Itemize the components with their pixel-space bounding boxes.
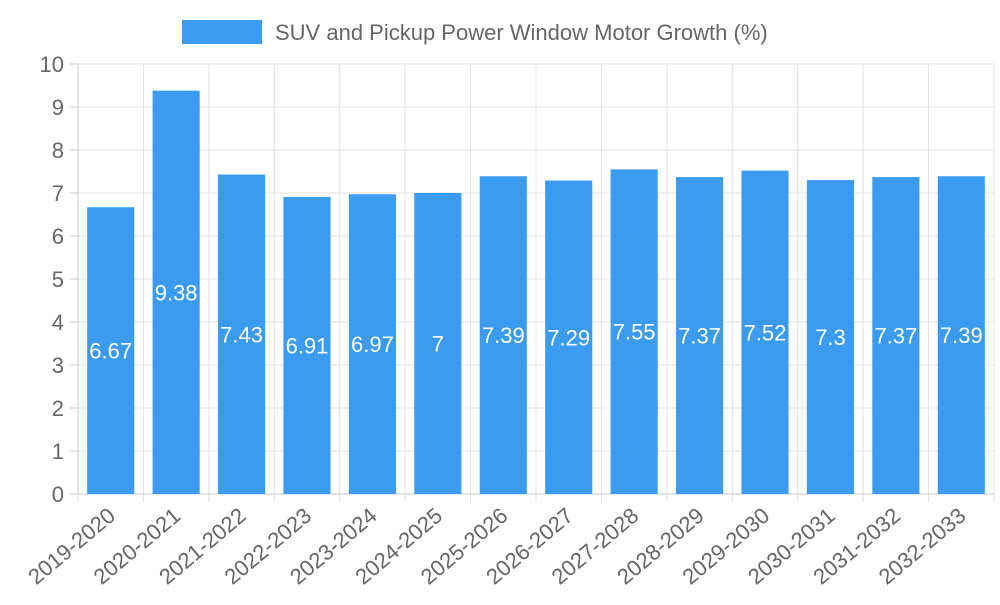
legend-label[interactable]: SUV and Pickup Power Window Motor Growth… (275, 20, 768, 45)
bar[interactable] (872, 177, 920, 494)
bar-value-label: 7.43 (220, 322, 263, 347)
bar-value-label: 7.39 (940, 323, 983, 348)
bar[interactable] (218, 174, 266, 494)
y-tick-label: 4 (52, 310, 64, 335)
y-tick-label: 7 (52, 181, 64, 206)
bar[interactable] (610, 169, 658, 494)
bar[interactable] (806, 180, 854, 494)
bar-value-label: 6.67 (89, 339, 132, 364)
bar-value-label: 6.97 (351, 332, 394, 357)
bar-value-label: 6.91 (286, 333, 329, 358)
bar[interactable] (152, 90, 200, 494)
bar[interactable] (414, 193, 462, 494)
bar[interactable] (348, 194, 396, 495)
bar[interactable] (937, 176, 985, 495)
y-tick-label: 6 (52, 224, 64, 249)
bar-value-label: 9.38 (155, 280, 198, 305)
y-tick-label: 8 (52, 138, 64, 163)
bar-value-label: 7.37 (678, 324, 721, 349)
bar-value-label: 7.29 (547, 325, 590, 350)
y-tick-label: 9 (52, 95, 64, 120)
bar-value-label: 7.37 (874, 324, 917, 349)
y-tick-label: 2 (52, 396, 64, 421)
bar-value-label: 7 (432, 332, 444, 357)
y-tick-label: 1 (52, 439, 64, 464)
bars (87, 90, 985, 495)
y-tick-label: 10 (40, 52, 64, 77)
bar[interactable] (676, 177, 724, 494)
bar-value-label: 7.55 (613, 320, 656, 345)
grid (77, 63, 995, 502)
bar-value-label: 7.3 (815, 325, 846, 350)
y-tick-label: 3 (52, 353, 64, 378)
bar-value-label: 7.39 (482, 323, 525, 348)
bar[interactable] (283, 196, 331, 494)
y-tick-label: 0 (52, 482, 64, 507)
y-tick-label: 5 (52, 267, 64, 292)
legend-swatch[interactable] (182, 20, 262, 44)
legend[interactable]: SUV and Pickup Power Window Motor Growth… (182, 20, 768, 45)
bar[interactable] (741, 170, 789, 494)
bar[interactable] (479, 176, 527, 495)
data-labels: 6.67 9.38 7.43 6.91 6.97 7 7.39 7.29 7.55 7.37 7.5… (89, 280, 982, 363)
bar[interactable] (545, 180, 593, 494)
bar[interactable] (87, 207, 135, 494)
bar-value-label: 7.52 (744, 320, 787, 345)
